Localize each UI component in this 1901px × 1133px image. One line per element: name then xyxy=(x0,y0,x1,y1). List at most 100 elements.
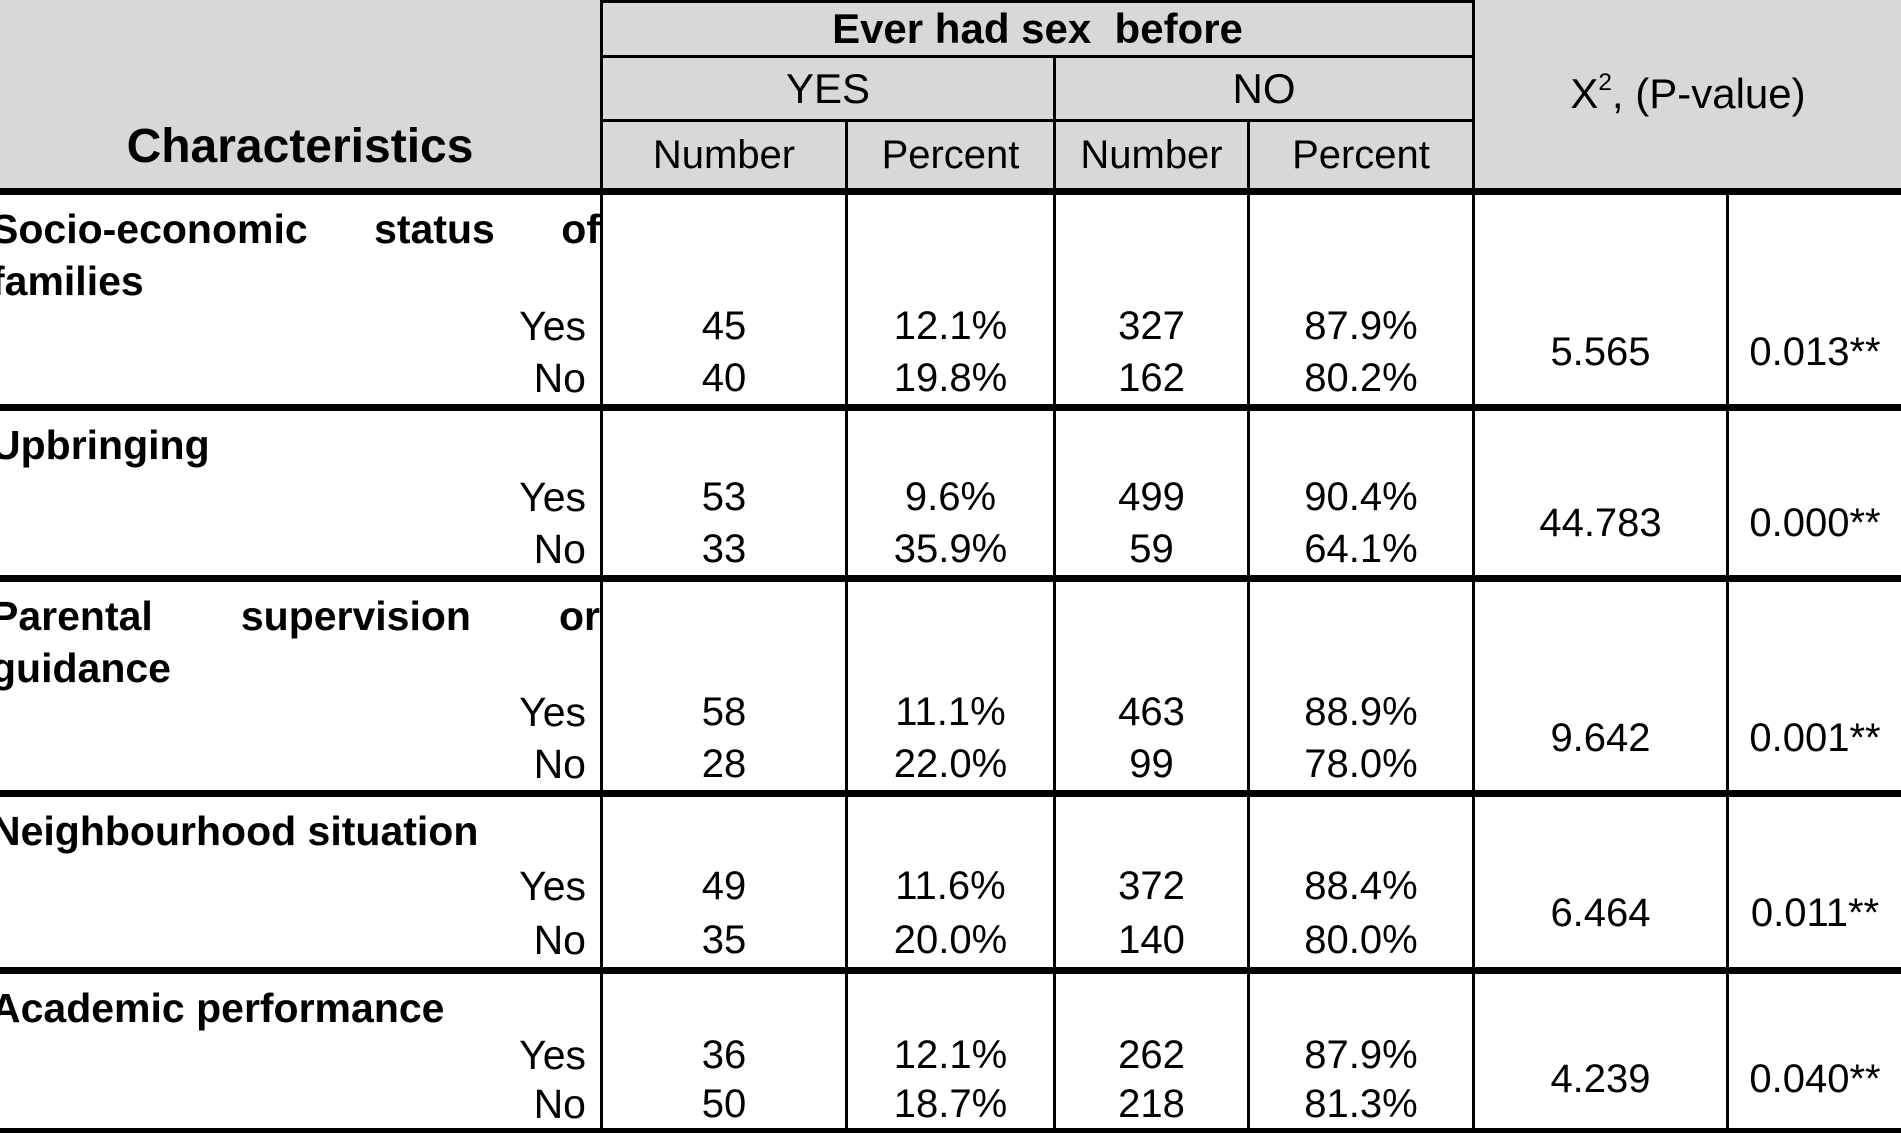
empty-cell xyxy=(1247,582,1472,686)
characteristic-label: Socio-economic status of families xyxy=(0,195,600,304)
group-header-ever-had-sex: Ever had sex before xyxy=(600,0,1472,58)
no-number-cell: 262 xyxy=(1053,1031,1247,1080)
empty-cell xyxy=(1726,797,1901,859)
empty-cell xyxy=(845,411,1053,471)
p-value-cell: 0.001** xyxy=(1726,686,1901,790)
empty-cell xyxy=(1053,411,1247,471)
p-value-cell: 0.013** xyxy=(1726,300,1901,404)
label-word: of xyxy=(561,206,600,252)
label-word: Parental xyxy=(0,593,153,639)
number-header-yes: Number xyxy=(600,122,845,188)
no-number-cell: 372 xyxy=(1053,859,1247,913)
empty-cell xyxy=(1053,582,1247,686)
yes-number-cell: 49 xyxy=(600,859,845,913)
yes-percent-cell: 9.6% xyxy=(845,471,1053,523)
characteristic-label: Neighbourhood situation xyxy=(0,797,600,859)
row-level-label: Yes xyxy=(519,473,586,520)
row-level-label: Yes xyxy=(519,1032,586,1078)
yes-percent-cell: 19.8% xyxy=(845,352,1053,404)
no-percent-cell: 80.0% xyxy=(1247,913,1472,967)
empty-cell xyxy=(1053,195,1247,300)
label-word: or xyxy=(559,593,600,639)
chi-square-cell: 9.642 xyxy=(1472,686,1726,790)
empty-cell xyxy=(600,797,845,859)
empty-cell xyxy=(1726,974,1901,1031)
bottom-crop-line xyxy=(0,1128,1901,1133)
empty-cell xyxy=(600,974,845,1031)
row-level-label: Yes xyxy=(519,862,586,909)
yes-percent-cell: 35.9% xyxy=(845,523,1053,575)
row-level-label: No xyxy=(533,916,586,963)
yes-percent-cell: 12.1% xyxy=(845,1031,1053,1080)
row-level-label: Yes xyxy=(519,302,586,349)
row-level-label: No xyxy=(533,740,586,787)
no-number-cell: 218 xyxy=(1053,1080,1247,1128)
no-number-cell: 463 xyxy=(1053,686,1247,738)
no-number-cell: 99 xyxy=(1053,738,1247,790)
yes-number-cell: 33 xyxy=(600,523,845,575)
characteristics-header: Characteristics xyxy=(126,120,474,173)
no-number-cell: 327 xyxy=(1053,300,1247,352)
row-level-label: No xyxy=(533,354,586,401)
yes-number-cell: 58 xyxy=(600,686,845,738)
empty-cell xyxy=(1472,195,1726,300)
no-percent-cell: 88.9% xyxy=(1247,686,1472,738)
label-line: guidance xyxy=(0,645,171,691)
table-section: Neighbourhood situation Yes 49 11.6% 372 88.4… xyxy=(0,797,1901,974)
yes-number-cell: 53 xyxy=(600,471,845,523)
chi-base: X xyxy=(1570,70,1599,117)
empty-cell xyxy=(600,195,845,300)
table-section: Academic performance Yes 36 12.1% 262 87.9% No… xyxy=(0,974,1901,1128)
empty-cell xyxy=(845,195,1053,300)
percent-header-yes: Percent xyxy=(845,122,1053,188)
no-number-cell: 162 xyxy=(1053,352,1247,404)
empty-cell xyxy=(1247,195,1472,300)
empty-cell xyxy=(1247,797,1472,859)
yes-percent-cell: 22.0% xyxy=(845,738,1053,790)
empty-cell xyxy=(1726,582,1901,686)
characteristic-label: Parental supervision or guidance xyxy=(0,582,600,691)
empty-cell xyxy=(845,582,1053,686)
yes-number-cell: 28 xyxy=(600,738,845,790)
table-header: Characteristics Ever had sex before YES … xyxy=(0,0,1901,195)
empty-cell xyxy=(1726,411,1901,471)
empty-cell xyxy=(1053,974,1247,1031)
empty-cell xyxy=(1472,974,1726,1031)
no-percent-cell: 78.0% xyxy=(1247,738,1472,790)
yes-number-cell: 50 xyxy=(600,1080,845,1128)
empty-cell xyxy=(1472,411,1726,471)
characteristic-label: Upbringing xyxy=(0,411,600,471)
p-value-cell: 0.011** xyxy=(1726,859,1901,967)
no-number-cell: 499 xyxy=(1053,471,1247,523)
chi-square-cell: 6.464 xyxy=(1472,859,1726,967)
label-word: supervision xyxy=(240,593,471,639)
p-value-cell: 0.000** xyxy=(1726,471,1901,575)
no-group-header: NO xyxy=(1053,58,1472,122)
number-header-no: Number xyxy=(1053,122,1247,188)
yes-percent-cell: 20.0% xyxy=(845,913,1053,967)
empty-cell xyxy=(1472,797,1726,859)
empty-cell xyxy=(600,411,845,471)
no-percent-cell: 64.1% xyxy=(1247,523,1472,575)
table-section: Parental supervision or guidance Yes 58 11.1% 4… xyxy=(0,582,1901,797)
empty-cell xyxy=(1053,797,1247,859)
yes-number-cell: 45 xyxy=(600,300,845,352)
label-word: status xyxy=(374,206,495,252)
empty-cell xyxy=(845,797,1053,859)
yes-group-header: YES xyxy=(600,58,1053,122)
chi-square-cell: 44.783 xyxy=(1472,471,1726,575)
no-percent-cell: 88.4% xyxy=(1247,859,1472,913)
chi-rest: , (P-value) xyxy=(1611,70,1806,117)
no-percent-cell: 80.2% xyxy=(1247,352,1472,404)
percent-header-no: Percent xyxy=(1247,122,1472,188)
label-line: Academic performance xyxy=(0,985,445,1031)
characteristic-label: Academic performance xyxy=(0,974,600,1031)
row-level-label: Yes xyxy=(519,688,586,735)
yes-percent-cell: 18.7% xyxy=(845,1080,1053,1128)
yes-percent-cell: 12.1% xyxy=(845,300,1053,352)
yes-number-cell: 35 xyxy=(600,913,845,967)
table-body: Socio-economic status of families Yes 45 12.1%… xyxy=(0,195,1901,1128)
empty-cell xyxy=(1247,411,1472,471)
empty-cell xyxy=(845,974,1053,1031)
